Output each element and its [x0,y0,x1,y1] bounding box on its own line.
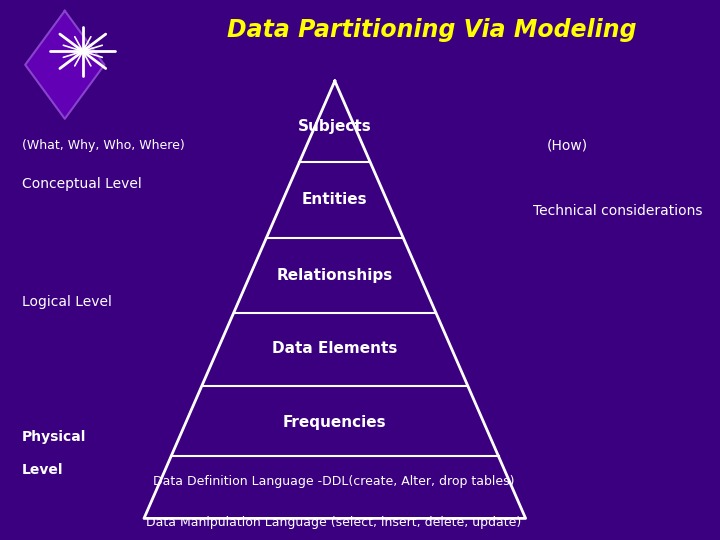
Text: Entities: Entities [302,192,368,207]
Text: Physical: Physical [22,430,86,444]
Text: Conceptual Level: Conceptual Level [22,177,141,191]
Text: (What, Why, Who, Where): (What, Why, Who, Where) [22,139,184,152]
Text: Subjects: Subjects [298,119,372,134]
Text: Level: Level [22,463,63,477]
Text: Data Partitioning Via Modeling: Data Partitioning Via Modeling [228,18,636,42]
Text: Data Definition Language -DDL(create, Alter, drop tables): Data Definition Language -DDL(create, Al… [153,475,514,488]
Text: (How): (How) [547,139,588,153]
Text: Relationships: Relationships [276,268,393,283]
Polygon shape [25,11,104,119]
Text: Frequencies: Frequencies [283,415,387,430]
Text: Technical considerations: Technical considerations [533,204,702,218]
Text: Data Manipulation Language (select, insert, delete, update): Data Manipulation Language (select, inse… [145,516,521,529]
Text: Data Elements: Data Elements [272,341,397,356]
Text: Logical Level: Logical Level [22,295,112,309]
